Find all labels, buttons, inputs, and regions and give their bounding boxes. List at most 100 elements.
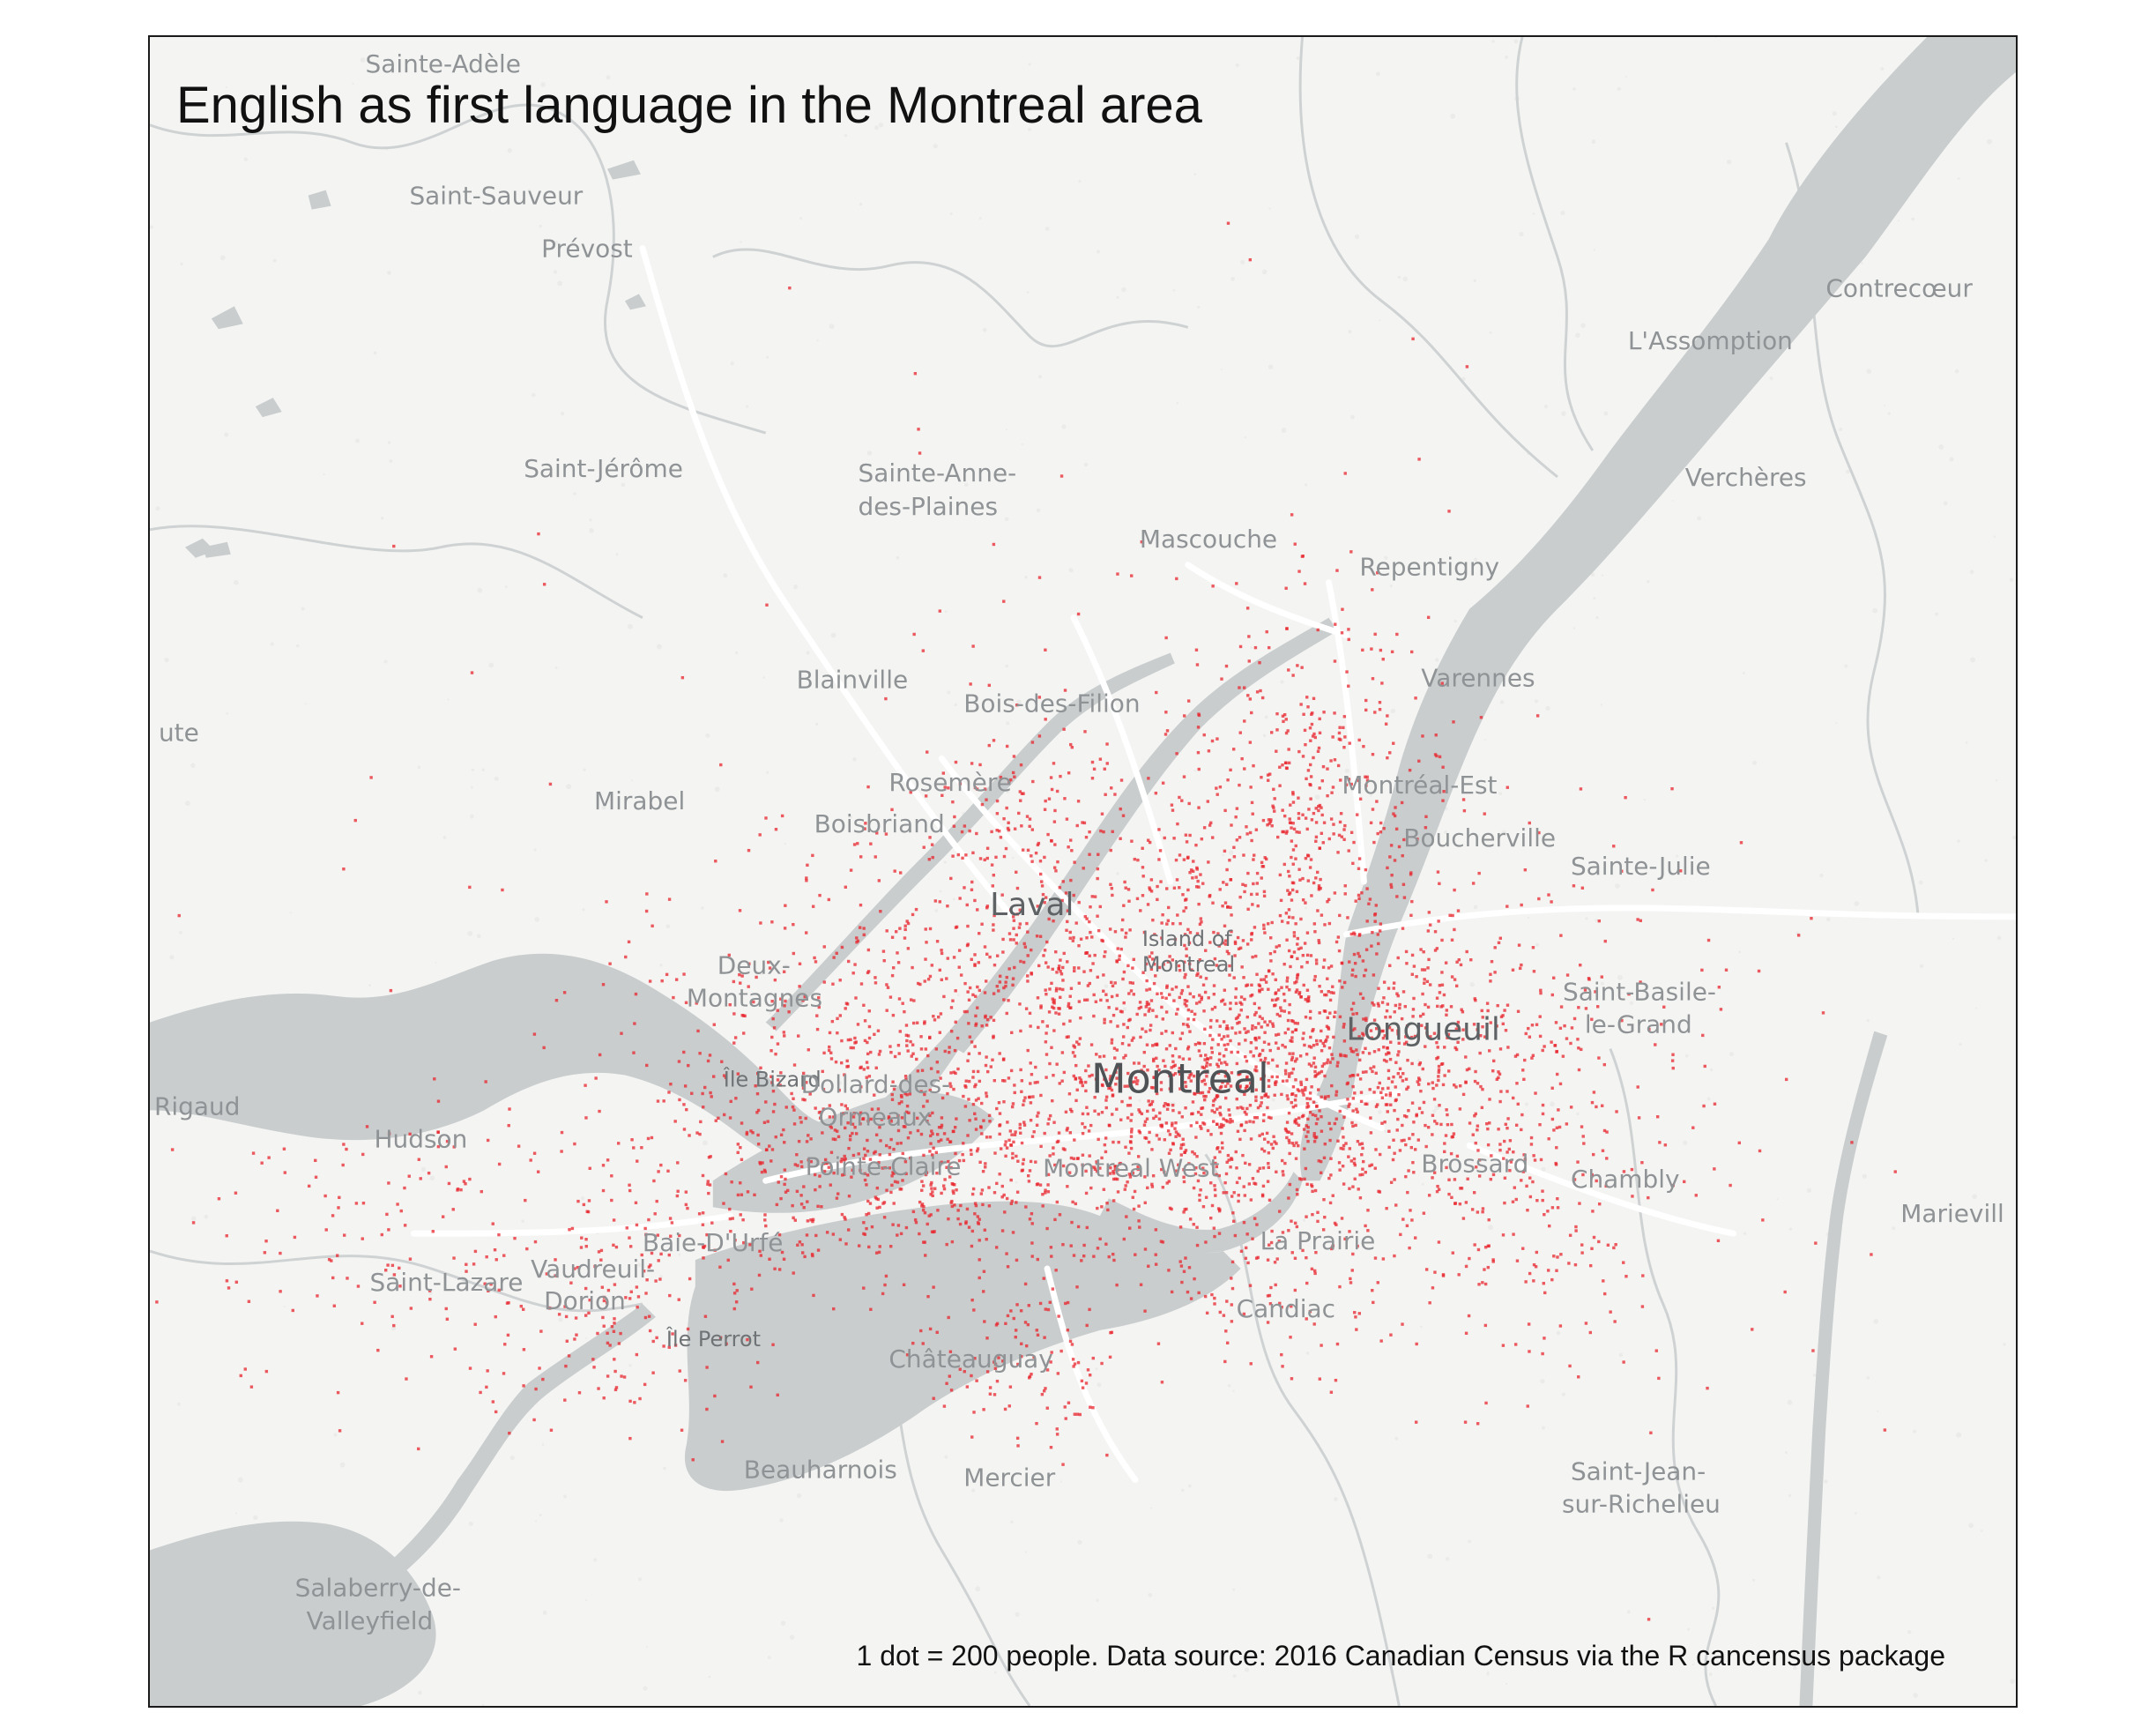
population-dot xyxy=(342,1143,346,1146)
population-dot xyxy=(1451,1251,1455,1255)
population-dot xyxy=(978,1276,981,1280)
population-dot xyxy=(950,1204,954,1209)
population-dot xyxy=(1252,763,1255,768)
population-dot xyxy=(883,1283,887,1287)
population-dot xyxy=(710,1221,714,1225)
population-dot xyxy=(1043,949,1047,952)
population-dot xyxy=(1014,1130,1017,1134)
population-dot xyxy=(998,1173,1001,1176)
terrain-speckle xyxy=(1788,1493,1792,1498)
population-dot xyxy=(1035,1123,1039,1127)
population-dot xyxy=(1095,1160,1098,1164)
population-dot xyxy=(1116,1190,1120,1194)
population-dot xyxy=(1092,1255,1096,1258)
population-dot xyxy=(1356,813,1359,816)
population-dot xyxy=(1303,1043,1306,1047)
terrain-speckle xyxy=(601,805,606,810)
population-dot xyxy=(508,1107,511,1111)
population-dot xyxy=(1456,1020,1461,1024)
population-dot xyxy=(1493,971,1497,974)
population-dot xyxy=(1093,1167,1097,1171)
population-dot xyxy=(1220,1061,1223,1065)
population-dot xyxy=(1318,985,1321,988)
population-dot xyxy=(462,1180,466,1183)
population-dot xyxy=(952,1087,955,1091)
population-dot xyxy=(733,1036,738,1039)
population-dot xyxy=(1305,1124,1309,1128)
highway xyxy=(410,1212,734,1237)
population-dot xyxy=(797,1034,800,1038)
population-dot xyxy=(651,924,654,927)
population-dot xyxy=(1416,1080,1419,1083)
population-dot xyxy=(1465,949,1468,954)
population-dot xyxy=(1067,1401,1071,1404)
terrain-speckle xyxy=(582,908,585,912)
population-dot xyxy=(1314,1121,1319,1126)
population-dot xyxy=(1148,840,1152,845)
population-dot xyxy=(842,1112,845,1115)
population-dot xyxy=(1224,1047,1228,1052)
population-dot xyxy=(1374,1148,1378,1151)
population-dot xyxy=(1195,663,1200,666)
terrain-speckle xyxy=(637,1577,642,1582)
population-dot xyxy=(1489,1021,1492,1024)
population-dot xyxy=(931,1132,934,1136)
population-dot xyxy=(1300,965,1304,969)
population-dot xyxy=(829,1150,834,1154)
population-dot xyxy=(949,1006,954,1009)
population-dot xyxy=(1299,1080,1303,1084)
terrain-speckle xyxy=(1036,508,1041,513)
population-dot xyxy=(722,1113,726,1117)
terrain-speckle xyxy=(2011,835,2016,840)
population-dot xyxy=(1274,998,1278,1002)
population-dot xyxy=(1015,704,1019,707)
population-dot xyxy=(1647,1195,1650,1200)
population-dot xyxy=(1286,1018,1290,1023)
population-dot xyxy=(1185,897,1188,901)
population-dot xyxy=(485,1385,488,1389)
population-dot xyxy=(1305,1182,1309,1187)
population-dot xyxy=(1149,967,1154,972)
terrain-speckle xyxy=(1839,428,1843,432)
map-panel[interactable]: Sainte-Adèle Saint-Sauveur Prévost Contrecœ… xyxy=(148,35,2018,1708)
population-dot xyxy=(436,1130,440,1134)
population-dot xyxy=(1114,1177,1118,1180)
population-dot xyxy=(1007,999,1010,1002)
population-dot xyxy=(1574,1225,1578,1229)
population-dot xyxy=(811,1219,814,1224)
terrain-speckle xyxy=(896,555,900,560)
population-dot xyxy=(866,1052,870,1056)
population-dot xyxy=(1222,1314,1226,1317)
population-dot xyxy=(1312,1061,1316,1065)
population-dot xyxy=(974,1083,978,1087)
population-dot xyxy=(1340,835,1344,838)
population-dot xyxy=(594,1076,598,1080)
population-dot xyxy=(1096,914,1099,918)
population-dot xyxy=(451,1208,455,1211)
population-dot xyxy=(1186,1024,1190,1029)
population-dot xyxy=(1393,814,1397,818)
population-dot xyxy=(1126,1084,1130,1088)
population-dot xyxy=(1387,987,1391,990)
terrain-speckle xyxy=(1935,612,1939,616)
population-dot xyxy=(1030,1241,1034,1245)
population-dot xyxy=(1351,1097,1356,1100)
population-dot xyxy=(686,1327,690,1331)
population-dot xyxy=(688,1277,692,1281)
population-dot xyxy=(866,971,870,975)
population-dot xyxy=(925,941,928,944)
population-dot xyxy=(1313,1269,1317,1273)
population-dot xyxy=(1457,957,1461,962)
population-dot xyxy=(1164,711,1168,714)
population-dot xyxy=(1415,975,1418,979)
population-dot xyxy=(1327,837,1331,841)
population-dot xyxy=(1368,1088,1372,1091)
population-dot xyxy=(1347,1155,1350,1158)
population-dot xyxy=(1084,835,1089,839)
population-dot xyxy=(1187,941,1192,945)
terrain-speckle xyxy=(368,984,371,987)
population-dot xyxy=(1387,1129,1391,1133)
population-dot xyxy=(1281,1043,1284,1047)
terrain-speckle xyxy=(589,518,592,522)
population-dot xyxy=(985,1091,988,1095)
